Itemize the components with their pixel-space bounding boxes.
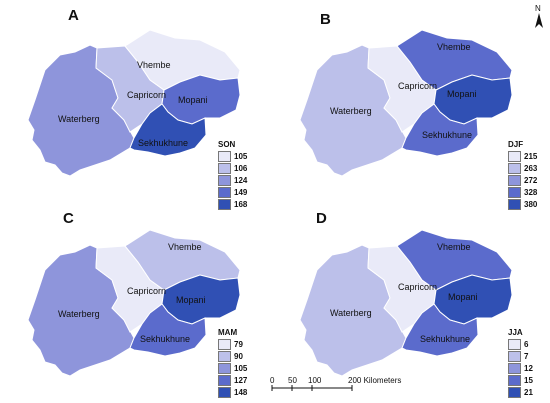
label-sekhukhune: Sekhukhune <box>420 334 470 344</box>
label-capricorn: Capricorn <box>398 282 437 292</box>
legend-swatch <box>218 186 231 198</box>
legend-c: MAM 79 90 105 127 148 <box>218 328 260 398</box>
panel-letter-a: A <box>68 7 79 24</box>
label-vhembe: Vhembe <box>437 242 471 252</box>
label-vhembe: Vhembe <box>437 42 471 52</box>
scale-tick-200: 200 Kilometers <box>348 376 401 385</box>
label-waterberg: Waterberg <box>58 114 100 124</box>
label-sekhukhune: Sekhukhune <box>422 130 472 140</box>
scale-bar-svg: 0 50 100 200 Kilometers <box>270 376 401 391</box>
label-waterberg: Waterberg <box>58 309 100 319</box>
map-a-svg: Vhembe Capricorn Mopani Waterberg Sekhuk… <box>27 29 241 177</box>
panel-letter-c: C <box>63 210 74 227</box>
scale-tick-50: 50 <box>288 376 297 385</box>
legend-value: 215 <box>524 151 538 161</box>
region-sekhukhune <box>129 103 207 157</box>
north-arrow: N <box>530 2 548 30</box>
legend-value: 272 <box>524 175 538 185</box>
legend-value: 106 <box>234 163 248 173</box>
legend-value: 148 <box>234 387 248 397</box>
legend-value: 79 <box>234 339 243 349</box>
legend-title-b: DJF <box>508 140 524 149</box>
panel-letter-b: B <box>320 11 331 28</box>
region-sekhukhune <box>401 103 479 157</box>
legend-swatch <box>508 386 521 398</box>
region-sekhukhune <box>401 303 479 357</box>
legend-swatch <box>508 338 521 350</box>
legend-value: 6 <box>524 339 529 349</box>
label-mopani: Mopani <box>448 292 478 302</box>
scale-tick-0: 0 <box>270 376 275 385</box>
legend-swatch <box>508 174 521 186</box>
legend-value: 380 <box>524 199 538 209</box>
panel-letter-d: D <box>316 210 327 227</box>
legend-value: 149 <box>234 187 248 197</box>
legend-swatch <box>218 338 231 350</box>
legend-a: SON 105 106 124 149 168 <box>218 140 260 210</box>
legend-value: 105 <box>234 363 248 373</box>
north-label: N <box>535 4 541 13</box>
legend-value: 15 <box>524 375 533 385</box>
label-sekhukhune: Sekhukhune <box>140 334 190 344</box>
legend-b: DJF 215 263 272 328 380 <box>508 140 550 210</box>
legend-swatch <box>218 386 231 398</box>
label-waterberg: Waterberg <box>330 106 372 116</box>
legend-value: 127 <box>234 375 248 385</box>
legend-swatch <box>508 362 521 374</box>
legend-value: 328 <box>524 187 538 197</box>
map-panel-a: Vhembe Capricorn Mopani Waterberg Sekhuk… <box>0 0 270 210</box>
legend-title-a: SON <box>218 140 236 149</box>
legend-swatch <box>508 150 521 162</box>
legend-value: 12 <box>524 363 533 373</box>
legend-value: 90 <box>234 351 243 361</box>
legend-swatch <box>218 150 231 162</box>
legend-swatch <box>508 198 521 210</box>
map-panel-c: Vhembe Capricorn Mopani Waterberg Sekhuk… <box>0 200 270 398</box>
label-sekhukhune: Sekhukhune <box>138 138 188 148</box>
legend-value: 168 <box>234 199 248 209</box>
map-c-svg: Vhembe Capricorn Mopani Waterberg Sekhuk… <box>27 229 241 377</box>
legend-swatch <box>218 350 231 362</box>
label-mopani: Mopani <box>176 295 206 305</box>
legend-value: 263 <box>524 163 538 173</box>
legend-title-c: MAM <box>218 328 238 337</box>
label-capricorn: Capricorn <box>398 81 437 91</box>
legend-swatch <box>218 374 231 386</box>
label-capricorn: Capricorn <box>127 90 166 100</box>
map-panel-b: Vhembe Capricorn Mopani Waterberg Sekhuk… <box>272 0 542 210</box>
legend-swatch <box>508 374 521 386</box>
region-sekhukhune <box>129 303 207 357</box>
label-mopani: Mopani <box>447 89 477 99</box>
north-arrow-icon: N <box>535 4 543 28</box>
legend-value: 21 <box>524 387 533 397</box>
scale-tick-100: 100 <box>308 376 322 385</box>
map-panel-d: Vhembe Capricorn Mopani Waterberg Sekhuk… <box>272 200 542 398</box>
legend-swatch <box>508 162 521 174</box>
legend-d: JJA 6 7 12 15 21 <box>508 328 550 398</box>
label-waterberg: Waterberg <box>330 308 372 318</box>
label-vhembe: Vhembe <box>168 242 202 252</box>
scale-bar: 0 50 100 200 Kilometers <box>268 374 418 398</box>
label-capricorn: Capricorn <box>127 286 166 296</box>
legend-value: 105 <box>234 151 248 161</box>
legend-value: 124 <box>234 175 248 185</box>
legend-title-d: JJA <box>508 328 523 337</box>
legend-swatch <box>218 174 231 186</box>
legend-swatch <box>218 198 231 210</box>
legend-value: 7 <box>524 351 529 361</box>
label-mopani: Mopani <box>178 95 208 105</box>
legend-swatch <box>218 162 231 174</box>
map-d-svg: Vhembe Capricorn Mopani Waterberg Sekhuk… <box>299 229 513 377</box>
legend-swatch <box>218 362 231 374</box>
label-vhembe: Vhembe <box>137 60 171 70</box>
map-b-svg: Vhembe Capricorn Mopani Waterberg Sekhuk… <box>299 29 513 177</box>
legend-swatch <box>508 186 521 198</box>
legend-swatch <box>508 350 521 362</box>
